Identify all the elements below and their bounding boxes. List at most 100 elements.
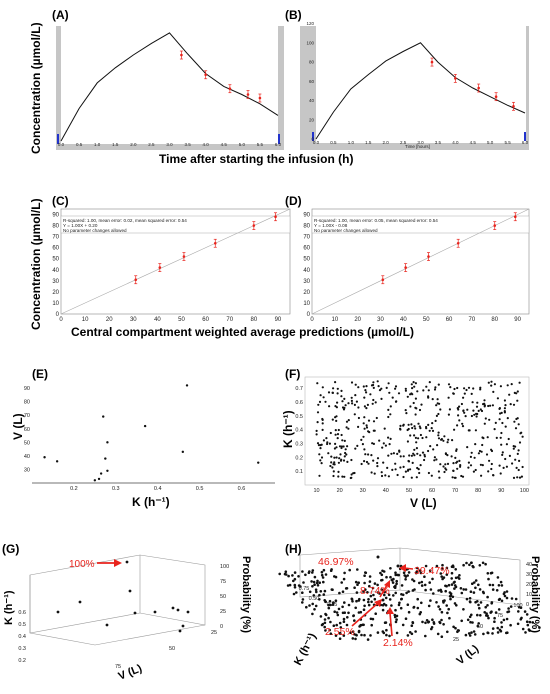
data-point bbox=[464, 588, 468, 591]
data-point bbox=[446, 454, 449, 457]
data-point bbox=[340, 389, 343, 392]
data-point bbox=[410, 476, 413, 479]
data-point bbox=[347, 402, 350, 405]
data-point bbox=[413, 385, 416, 388]
data-point bbox=[316, 442, 320, 445]
data-point bbox=[499, 412, 502, 415]
data-point bbox=[178, 629, 182, 633]
data-point bbox=[322, 580, 325, 584]
panel-a-points bbox=[179, 50, 262, 103]
data-point bbox=[490, 601, 494, 604]
panel-label-e: (E) bbox=[32, 367, 48, 381]
data-point bbox=[394, 608, 397, 612]
data-point bbox=[335, 419, 338, 422]
data-point bbox=[357, 425, 360, 428]
data-point bbox=[447, 583, 451, 587]
data-point bbox=[423, 575, 426, 578]
data-point bbox=[342, 577, 346, 581]
data-point bbox=[320, 573, 324, 577]
data-point bbox=[473, 413, 476, 416]
data-point bbox=[484, 562, 487, 566]
data-point bbox=[454, 456, 457, 459]
x-tick-label: 90 bbox=[498, 488, 504, 494]
data-point bbox=[335, 446, 338, 449]
data-point bbox=[350, 598, 354, 601]
data-point bbox=[474, 586, 477, 590]
data-point bbox=[423, 583, 427, 587]
data-point bbox=[374, 401, 377, 404]
data-point bbox=[531, 621, 534, 624]
data-point bbox=[491, 627, 495, 630]
panel-e-ticks: 0.2 0.3 0.4 0.5 0.6 30 40 50 60 70 80 90 bbox=[24, 386, 245, 492]
panel-h-klabel: K (h⁻¹) bbox=[292, 631, 319, 667]
data-point bbox=[414, 630, 417, 633]
data-point bbox=[472, 409, 475, 412]
data-point bbox=[499, 472, 502, 475]
data-point bbox=[78, 600, 82, 604]
data-point bbox=[347, 611, 350, 615]
data-point bbox=[503, 594, 507, 598]
data-point bbox=[470, 561, 473, 564]
data-point bbox=[412, 579, 416, 583]
data-point bbox=[446, 462, 450, 465]
data-point bbox=[433, 388, 437, 391]
data-point bbox=[428, 429, 431, 432]
data-point bbox=[439, 408, 442, 411]
x-tick-label: 60 bbox=[446, 317, 453, 323]
panel-a-end-marker bbox=[278, 134, 280, 144]
data-point bbox=[411, 621, 415, 624]
z-tick-label: 25 bbox=[220, 609, 226, 615]
data-point bbox=[375, 416, 378, 420]
data-point bbox=[394, 387, 397, 390]
data-point bbox=[346, 445, 349, 448]
panel-d-ticks: 0 10 20 30 40 50 60 70 80 90 0 10 20 30 40 50 60 70 80 90 bbox=[303, 213, 521, 323]
data-point bbox=[428, 581, 432, 584]
data-point bbox=[334, 634, 338, 637]
data-point bbox=[362, 598, 366, 602]
highlight-point bbox=[396, 564, 400, 568]
data-point bbox=[424, 588, 427, 592]
panel-a-chart: 0.0 0.5 1.0 1.5 2.0 2.5 3.0 3.5 4.0 4.5 5.0 5.5 6.0 bbox=[56, 26, 284, 150]
panel-a-xticks: 0.0 0.5 1.0 1.5 2.0 2.5 3.0 3.5 4.0 4.5 5.0 5.5 6.0 bbox=[58, 142, 282, 147]
data-point bbox=[340, 458, 343, 461]
data-point bbox=[323, 589, 327, 593]
observed-point bbox=[274, 212, 278, 222]
data-point bbox=[394, 400, 398, 403]
data-point bbox=[499, 385, 502, 388]
panel-b-end-marker bbox=[524, 132, 526, 141]
observed-point bbox=[252, 221, 256, 230]
data-point bbox=[453, 602, 457, 605]
x-tick-label: 20 bbox=[106, 317, 113, 323]
x-tick-label: 40 bbox=[154, 317, 161, 323]
data-point bbox=[496, 631, 500, 634]
y-tick-label: 80 bbox=[309, 60, 315, 65]
panel-h-annotation-5: 2.14% bbox=[383, 637, 413, 649]
data-point bbox=[321, 622, 325, 626]
x-tick-label: 0.4 bbox=[154, 486, 162, 492]
data-point bbox=[334, 416, 337, 419]
data-point bbox=[477, 622, 481, 625]
data-point bbox=[470, 451, 473, 454]
data-point bbox=[452, 462, 455, 465]
data-point bbox=[410, 423, 413, 426]
data-point bbox=[416, 566, 419, 570]
data-point bbox=[440, 438, 443, 441]
data-point bbox=[394, 468, 397, 471]
v-tick-label: 75 bbox=[497, 613, 503, 619]
data-point bbox=[357, 406, 360, 409]
data-point bbox=[337, 428, 340, 432]
data-point bbox=[431, 429, 435, 432]
data-point bbox=[480, 474, 483, 477]
data-point bbox=[342, 408, 346, 411]
data-point bbox=[419, 427, 422, 430]
data-point bbox=[308, 570, 311, 573]
data-point bbox=[415, 570, 419, 574]
data-point bbox=[465, 597, 469, 601]
data-point bbox=[496, 397, 499, 400]
data-point bbox=[514, 597, 518, 601]
data-point bbox=[498, 464, 501, 467]
data-point bbox=[319, 444, 322, 447]
k-tick-label: 0.5 bbox=[18, 622, 26, 628]
y-tick-label: 0 bbox=[56, 312, 60, 318]
